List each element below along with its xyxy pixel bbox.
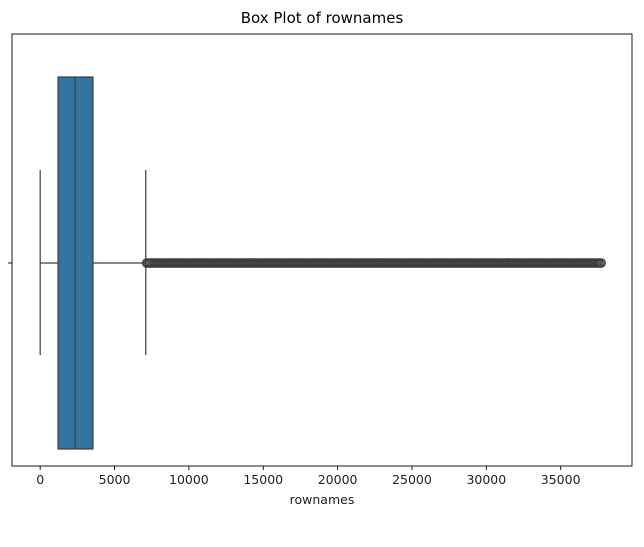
- plot-content: [39, 76, 606, 450]
- x-tick-label: 10000: [169, 472, 209, 487]
- x-tick-label: 25000: [392, 472, 432, 487]
- x-axis: 0 5000 10000 15000 20000 25000 30000 35000: [36, 466, 581, 487]
- outliers: [141, 258, 606, 268]
- x-tick-label: 5000: [99, 472, 131, 487]
- x-tick-label: 15000: [243, 472, 283, 487]
- x-tick-label: 0: [36, 472, 44, 487]
- x-axis-label: rownames: [290, 492, 355, 507]
- x-tick-label: 30000: [466, 472, 506, 487]
- outlier-point: [596, 258, 606, 268]
- plot-area-frame: [11, 33, 633, 467]
- chart-title: Box Plot of rownames: [241, 9, 404, 27]
- x-tick-label: 20000: [318, 472, 358, 487]
- x-tick-label: 35000: [541, 472, 581, 487]
